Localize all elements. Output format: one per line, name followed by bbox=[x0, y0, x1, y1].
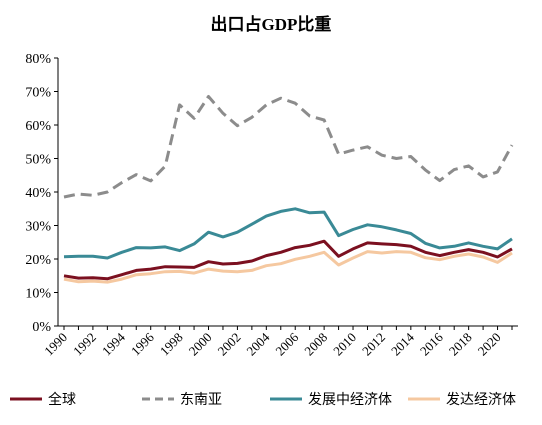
x-tick-label: 2012 bbox=[359, 330, 388, 359]
series-line-3 bbox=[63, 250, 513, 284]
x-tick-label: 2002 bbox=[215, 330, 244, 359]
y-tick-label: 50% bbox=[25, 153, 51, 168]
x-tick-label: 1992 bbox=[70, 330, 99, 359]
legend-label: 全球 bbox=[48, 391, 76, 408]
legend-label: 发达经济体 bbox=[446, 392, 516, 408]
y-tick-label: 30% bbox=[25, 220, 51, 235]
x-tick-label: 1998 bbox=[157, 330, 186, 359]
series-line-0 bbox=[63, 239, 513, 281]
x-tick-label: 2020 bbox=[475, 330, 504, 359]
legend: 全球 东南亚 发展中经济体 发达经济体 bbox=[10, 391, 516, 408]
x-tick-label: 2004 bbox=[243, 329, 272, 358]
legend-label: 东南亚 bbox=[180, 392, 222, 408]
x-tick-label: 2018 bbox=[446, 330, 475, 359]
x-tick-label: 2006 bbox=[272, 329, 301, 358]
y-tick-label: 70% bbox=[25, 86, 51, 101]
x-tick-label: 1996 bbox=[128, 329, 157, 358]
x-tick-label: 2010 bbox=[330, 330, 359, 359]
chart-title: 出口占GDP比重 bbox=[211, 14, 332, 34]
y-tick-label: 40% bbox=[25, 186, 51, 201]
y-axis: 0% 10% 20% 30% 40% 50% 60% 70% 80% bbox=[25, 52, 59, 335]
x-tick-label: 2008 bbox=[301, 330, 330, 359]
x-tick-label: 2016 bbox=[417, 329, 446, 358]
x-tick-label: 2014 bbox=[388, 329, 417, 358]
y-tick-label: 0% bbox=[32, 320, 51, 335]
plot-lines bbox=[63, 95, 514, 284]
y-tick-label: 60% bbox=[25, 119, 51, 134]
x-tick-label: 2000 bbox=[186, 330, 215, 359]
legend-label: 发展中经济体 bbox=[308, 392, 392, 408]
x-tick-label: 1994 bbox=[99, 329, 128, 358]
y-tick-label: 10% bbox=[25, 287, 51, 302]
x-axis: 1990 1992 1994 1996 1998 2000 2002 2004 2006 2008… bbox=[41, 325, 518, 359]
series-line-2 bbox=[63, 207, 513, 260]
series-line-1 bbox=[63, 95, 514, 199]
y-tick-label: 80% bbox=[25, 52, 51, 67]
y-tick-label: 20% bbox=[25, 253, 51, 268]
